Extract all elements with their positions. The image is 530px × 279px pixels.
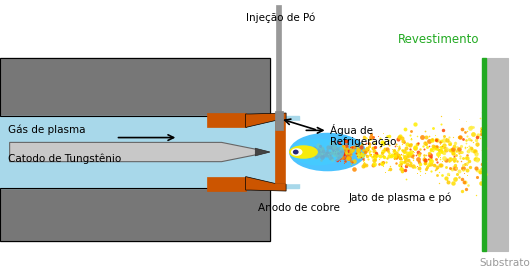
Bar	[487, 58, 508, 251]
Text: Revestimento: Revestimento	[398, 33, 480, 45]
Ellipse shape	[289, 133, 366, 171]
Polygon shape	[255, 148, 270, 156]
Text: Substrato: Substrato	[480, 258, 530, 268]
Ellipse shape	[289, 145, 318, 159]
Bar	[0, 188, 270, 241]
Bar	[0, 58, 270, 116]
Polygon shape	[10, 142, 270, 162]
Bar	[0, 188, 270, 241]
Text: Jato de plasma e pó: Jato de plasma e pó	[348, 193, 452, 203]
Text: Gás de plasma: Gás de plasma	[8, 124, 85, 135]
Bar	[277, 5, 281, 128]
Text: Injeção de Pó: Injeção de Pó	[246, 13, 315, 23]
Polygon shape	[245, 177, 286, 191]
Text: Anodo de cobre: Anodo de cobre	[258, 203, 340, 213]
Bar	[0, 116, 298, 188]
Bar	[482, 58, 487, 251]
Text: Catodo de Tungstênio: Catodo de Tungstênio	[8, 154, 121, 164]
Polygon shape	[245, 113, 286, 128]
Bar	[275, 111, 283, 130]
Bar	[207, 113, 245, 128]
Ellipse shape	[293, 150, 298, 155]
Bar	[275, 121, 286, 183]
Ellipse shape	[291, 148, 303, 156]
Text: Água de
Refrigeração: Água de Refrigeração	[330, 124, 397, 147]
Ellipse shape	[292, 139, 344, 165]
Bar	[286, 121, 310, 183]
Bar	[207, 177, 245, 191]
Bar	[0, 58, 270, 116]
